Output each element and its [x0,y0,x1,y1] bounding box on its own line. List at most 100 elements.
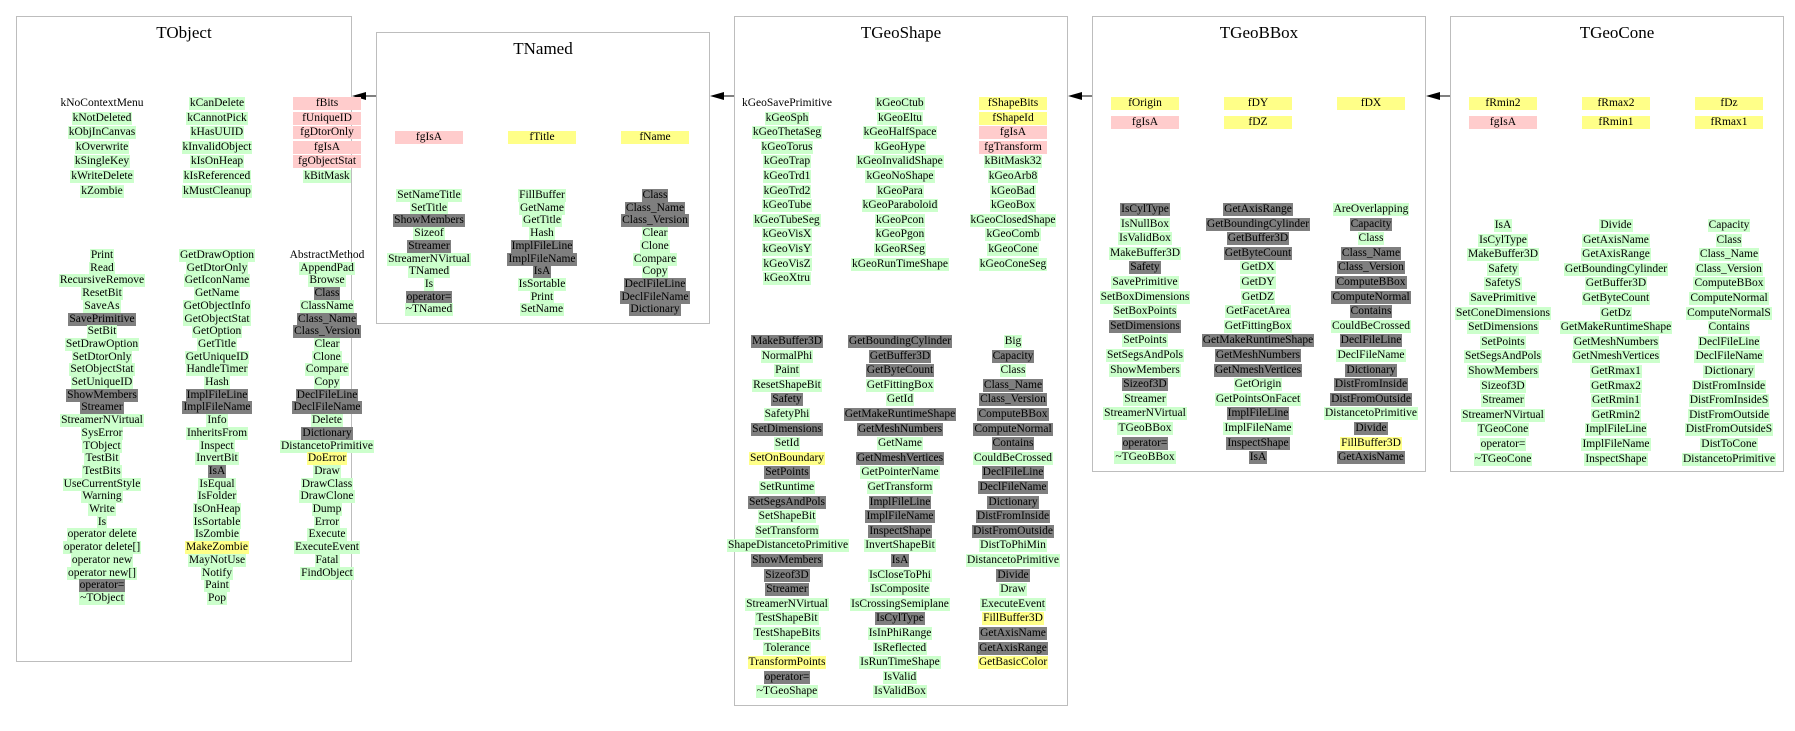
method-label: SavePrimitive [1469,292,1537,305]
method-label: IsValidBox [873,685,927,698]
method: operator delete[] [42,541,162,554]
method-label: DistancetoPrimitive [1682,453,1776,466]
data-member: kGeoThetaSeg [727,126,847,139]
class-title: TNamed [513,39,573,58]
data-member: kGeoBox [953,199,1073,212]
method-label: ImplFileLine [510,240,574,253]
method: Safety [1443,263,1563,276]
method-label: ImplFileName [1581,438,1651,451]
data-member: kGeoNoShape [840,170,960,183]
method: SetSegsAndPols [727,496,847,509]
method-label: GetAxisRange [1581,248,1651,261]
method: GetAxisName [953,627,1073,640]
method-label: Class [1357,232,1385,245]
method-label: InspectShape [868,525,932,538]
method: GetRmax1 [1556,365,1676,378]
method-label: Divide [1354,422,1388,435]
method: operator new [42,554,162,567]
data-member-label: fDZ [1224,116,1292,129]
method: DeclFileName [267,401,387,414]
method-label: GetBoundingCylinder [847,335,953,348]
method: ~TGeoBBox [1085,451,1205,464]
class-box-tgeobbox: TGeoBBox fOrigin fgIsA fDY fDZ fDX IsCylType I… [1092,16,1426,472]
method-label: Notify [200,567,234,580]
method-label: Class [313,287,341,300]
data-member-label: fDY [1224,97,1292,110]
method: GetBuffer3D [1198,232,1318,245]
method: Paint [727,364,847,377]
method-label: DistFromInside [1333,378,1409,391]
data-member: fgObjectStat [267,155,387,168]
class-box-tnamed: TNamed fgIsA fTitle fName SetNameTitle SetTi… [376,32,710,324]
method: GetNmeshVertices [840,452,960,465]
method: GetBoundingCylinder [1556,263,1676,276]
method-label: operator= [78,579,126,592]
method-label: DeclFileLine [981,466,1045,479]
data-member: kIsReferenced [157,170,277,183]
method-label: operator new[] [66,567,137,580]
method: SetPoints [727,466,847,479]
method-label: ImplFileLine [1226,407,1290,420]
method-label: SetDimensions [1109,320,1181,333]
method-label: IsEqual [198,478,236,491]
method-label: ResetBit [81,287,123,300]
method: SafetyS [1443,277,1563,290]
data-member-label: kSingleKey [73,155,131,168]
method-label: IsValid [882,671,918,684]
method: DistFromOutside [953,525,1073,538]
data-member: kGeoVisX [727,228,847,241]
method-label: DistFromOutside [972,525,1054,538]
method-label: Paint [204,579,230,592]
method: Clear [267,338,387,351]
data-member-label: kMustCleanup [182,185,252,198]
method: StreamerNVirtual [1443,409,1563,422]
method-label: GetFittingBox [1223,320,1293,333]
method: operator= [1085,437,1205,450]
data-member: kGeoTubeSeg [727,214,847,227]
method-label: ShowMembers [393,214,465,227]
method-label: ImplFileName [182,401,252,414]
data-member: kBitMask [267,170,387,183]
method: StreamerNVirtual [369,253,489,266]
method-label: MakeZombie [185,541,249,554]
method-label: SetDimensions [751,423,823,436]
method: SetDtorOnly [42,351,162,364]
method: SetBit [42,325,162,338]
data-member: kWriteDelete [42,170,162,183]
class-title: TObject [156,23,212,42]
data-member: fOrigin [1085,97,1205,110]
method: DeclFileLine [953,466,1073,479]
method: TGeoCone [1443,423,1563,436]
method-label: IsReflected [872,642,928,655]
method: IsValidBox [1085,232,1205,245]
method: DistancetoPrimitive [1311,407,1431,420]
method-label: GetBoundingCylinder [1205,218,1311,231]
method-label: DistFromOutsideS [1684,423,1774,436]
method-label: GetIconName [183,274,251,287]
method: SetName [482,303,602,316]
method: ShowMembers [42,389,162,402]
method-label: SetId [773,437,801,450]
data-member: kInvalidObject [157,141,277,154]
method-label: SetOnBoundary [748,452,826,465]
method-label: Class_Version [1337,261,1405,274]
method-label: GetNmeshVertices [855,452,945,465]
data-member: fName [595,131,715,144]
method: Class_Version [267,325,387,338]
method-label: TestShapeBits [753,627,821,640]
method-label: GetName [193,287,241,300]
method: Class [1669,234,1789,247]
method: MayNotUse [157,554,277,567]
data-member: kGeoCtub [840,97,960,110]
method: GetByteCount [1556,292,1676,305]
method-label: GetByteCount [1581,292,1651,305]
method: GetName [157,287,277,300]
method: IsA [157,465,277,478]
method: SavePrimitive [1443,292,1563,305]
data-member: fgIsA [953,126,1073,139]
method-label: SetRuntime [758,481,816,494]
method-label: Dictionary [629,303,681,316]
class-title: TGeoCone [1579,23,1655,42]
method-label: DeclFileLine [295,389,359,402]
data-member-label: kOverwrite [74,141,130,154]
